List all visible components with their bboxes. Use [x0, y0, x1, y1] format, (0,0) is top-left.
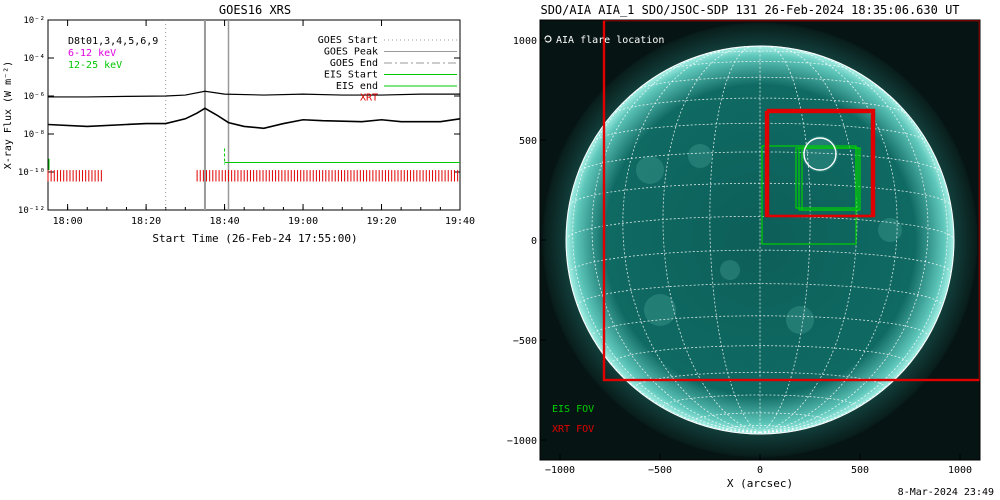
heliographic-grid-line	[759, 47, 898, 433]
heliographic-grid-line	[610, 345, 910, 365]
xrt-fov-label: XRT FOV	[552, 424, 594, 435]
goes-y-tick-label: 10⁻⁴	[23, 54, 45, 64]
heliographic-grid-line	[636, 76, 884, 91]
heliographic-grid-line	[611, 97, 909, 115]
goes-y-tick-label: 10⁻⁶	[23, 92, 45, 102]
aia-y-tick-label: 0	[531, 236, 537, 247]
heliographic-grid-line	[572, 65, 761, 433]
aia-x-tick-label: −1000	[545, 465, 575, 476]
eis-fov-box	[801, 147, 861, 211]
goes-x-tick-label: 18:00	[53, 216, 83, 227]
heliographic-grid-line	[666, 61, 854, 71]
heliographic-grid-line	[709, 45, 761, 433]
aia-y-tick-label: 1000	[513, 36, 537, 47]
heliographic-grid-line	[622, 47, 761, 433]
xrt-fov-box	[602, 20, 980, 382]
goes-xrs-chart: GOES16 XRS X-ray Flux (W m⁻²) Start Time…	[3, 3, 475, 245]
flare-legend-marker	[544, 35, 552, 43]
heliographic-grid-line	[759, 45, 811, 433]
heliographic-grid-line	[759, 46, 858, 433]
aia-x-tick-label: 500	[851, 465, 869, 476]
aia-x-axis-label: X (arcsec)	[727, 477, 793, 490]
goes-y-axis-label: X-ray Flux (W m⁻²)	[3, 61, 14, 169]
heliographic-grid-line	[662, 46, 761, 433]
active-region-glow	[636, 156, 664, 184]
goes-x-tick-label: 19:20	[366, 216, 396, 227]
goes-marker-legend-entry: GOES End	[330, 58, 378, 69]
goes-y-tick-label: 10⁻¹⁰	[18, 168, 45, 178]
goes-x-tick-label: 18:40	[210, 216, 240, 227]
goes-legend-entry: 6-12 keV	[68, 48, 116, 59]
heliographic-grid-line	[759, 65, 948, 433]
aia-y-tick-label: −500	[513, 336, 537, 347]
goes-x-axis-label: Start Time (26-Feb-24 17:55:00)	[152, 232, 357, 245]
goes-marker-legend-entry: GOES Start	[318, 35, 378, 46]
active-region-glow	[644, 294, 676, 326]
heliographic-grid-line	[591, 50, 761, 433]
goes-y-tick-label: 10⁻⁸	[23, 130, 45, 140]
heliographic-grid-line	[577, 283, 943, 306]
goes-y-tick-label: 10⁻²	[23, 16, 45, 26]
aia-y-tick-label: −1000	[507, 436, 537, 447]
heliographic-grid-line	[565, 216, 955, 241]
active-region-glow	[786, 306, 814, 334]
aia-y-tick-label: 500	[519, 136, 537, 147]
goes-y-tick-label: 10⁻¹²	[18, 206, 45, 216]
goes-flux-line-1	[47, 107, 461, 130]
goes-title: GOES16 XRS	[219, 3, 291, 17]
xrt-fov-box	[766, 108, 876, 218]
goes-x-tick-label: 19:40	[445, 216, 475, 227]
goes-x-tick-label: 18:20	[131, 216, 161, 227]
aia-title: SDO/AIA AIA_1 SDO/JSOC-SDP 131 26-Feb-20…	[540, 3, 959, 17]
active-region-glow	[720, 260, 740, 280]
active-region-glow	[688, 144, 712, 168]
goes-marker-legend-entry: XRT	[360, 93, 378, 104]
heliographic-grid-line	[693, 412, 827, 424]
heliographic-grid-line	[759, 50, 929, 433]
goes-flux-line-0	[48, 90, 460, 98]
goes-plot-frame	[47, 19, 461, 211]
heliographic-grid-line	[568, 182, 952, 206]
active-region-glow	[878, 218, 902, 242]
goes-marker-legend-entry: EIS Start	[324, 70, 378, 81]
solar-limb	[565, 45, 955, 435]
aia-x-tick-label: −500	[648, 465, 672, 476]
flare-location-circle	[803, 137, 837, 171]
flare-legend-label: AIA flare location	[556, 35, 664, 46]
goes-legend-entry: 12-25 keV	[68, 60, 122, 71]
aia-x-tick-label: 0	[757, 465, 763, 476]
active-region-glow	[802, 136, 838, 172]
goes-marker-legend-entry: EIS end	[336, 81, 378, 92]
heliographic-grid-line	[662, 394, 858, 410]
render-timestamp: 8-Mar-2024 23:49	[897, 487, 994, 498]
eis-fov-label: EIS FOV	[552, 404, 594, 415]
aia-x-tick-label: 1000	[948, 465, 972, 476]
aia-map-chart: SDO/AIA AIA_1 SDO/JSOC-SDP 131 26-Feb-20…	[507, 3, 981, 490]
goes-legend-entry: D8t01,3,4,5,6,9	[68, 36, 158, 47]
goes-marker-legend-entry: GOES Peak	[324, 47, 378, 58]
goes-x-tick-label: 19:00	[288, 216, 318, 227]
